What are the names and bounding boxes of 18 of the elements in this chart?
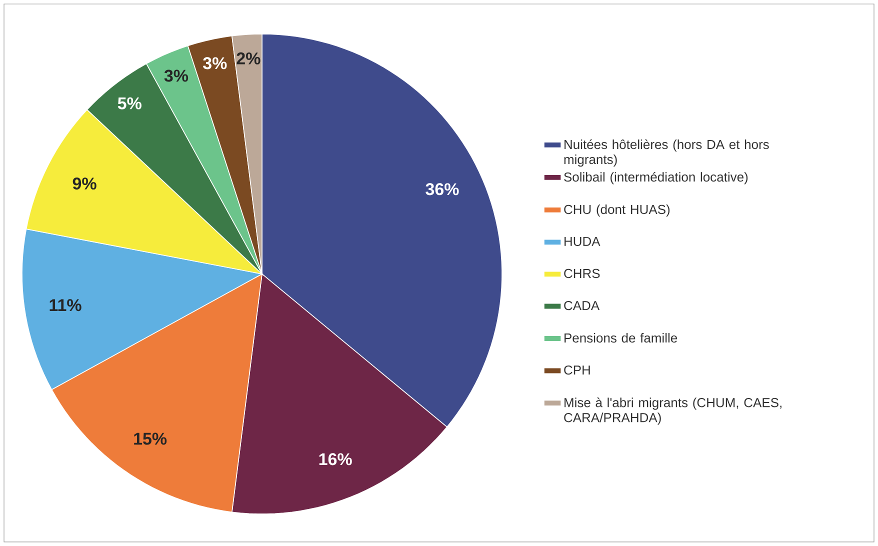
- data-label: 16%: [319, 453, 352, 466]
- data-label: 15%: [134, 432, 167, 445]
- data-label: 11%: [50, 299, 82, 312]
- data-label: 3%: [164, 70, 188, 82]
- legend-label: Nuitées hôtelières (hors DA et hors migrants): [564, 139, 769, 167]
- legend-label: Pensions de famille: [564, 333, 678, 343]
- legend-label: CHU (dont HUAS): [564, 204, 670, 217]
- data-label: 36%: [426, 183, 459, 196]
- legend-label: CPH: [564, 365, 590, 375]
- data-label: 5%: [118, 97, 142, 110]
- data-label: 2%: [236, 52, 260, 64]
- data-label: 3%: [203, 57, 227, 70]
- legend-label: CADA: [564, 300, 600, 310]
- legend-label: Mise à l'abri migrants (CHUM, CAES, CARA/PRAHDA): [564, 398, 782, 425]
- legend-label: Solibail (intermédiation locative): [564, 172, 748, 184]
- data-label: 9%: [72, 178, 96, 190]
- legend-label: CHRS: [564, 268, 600, 278]
- legend-label: HUDA: [564, 236, 600, 246]
